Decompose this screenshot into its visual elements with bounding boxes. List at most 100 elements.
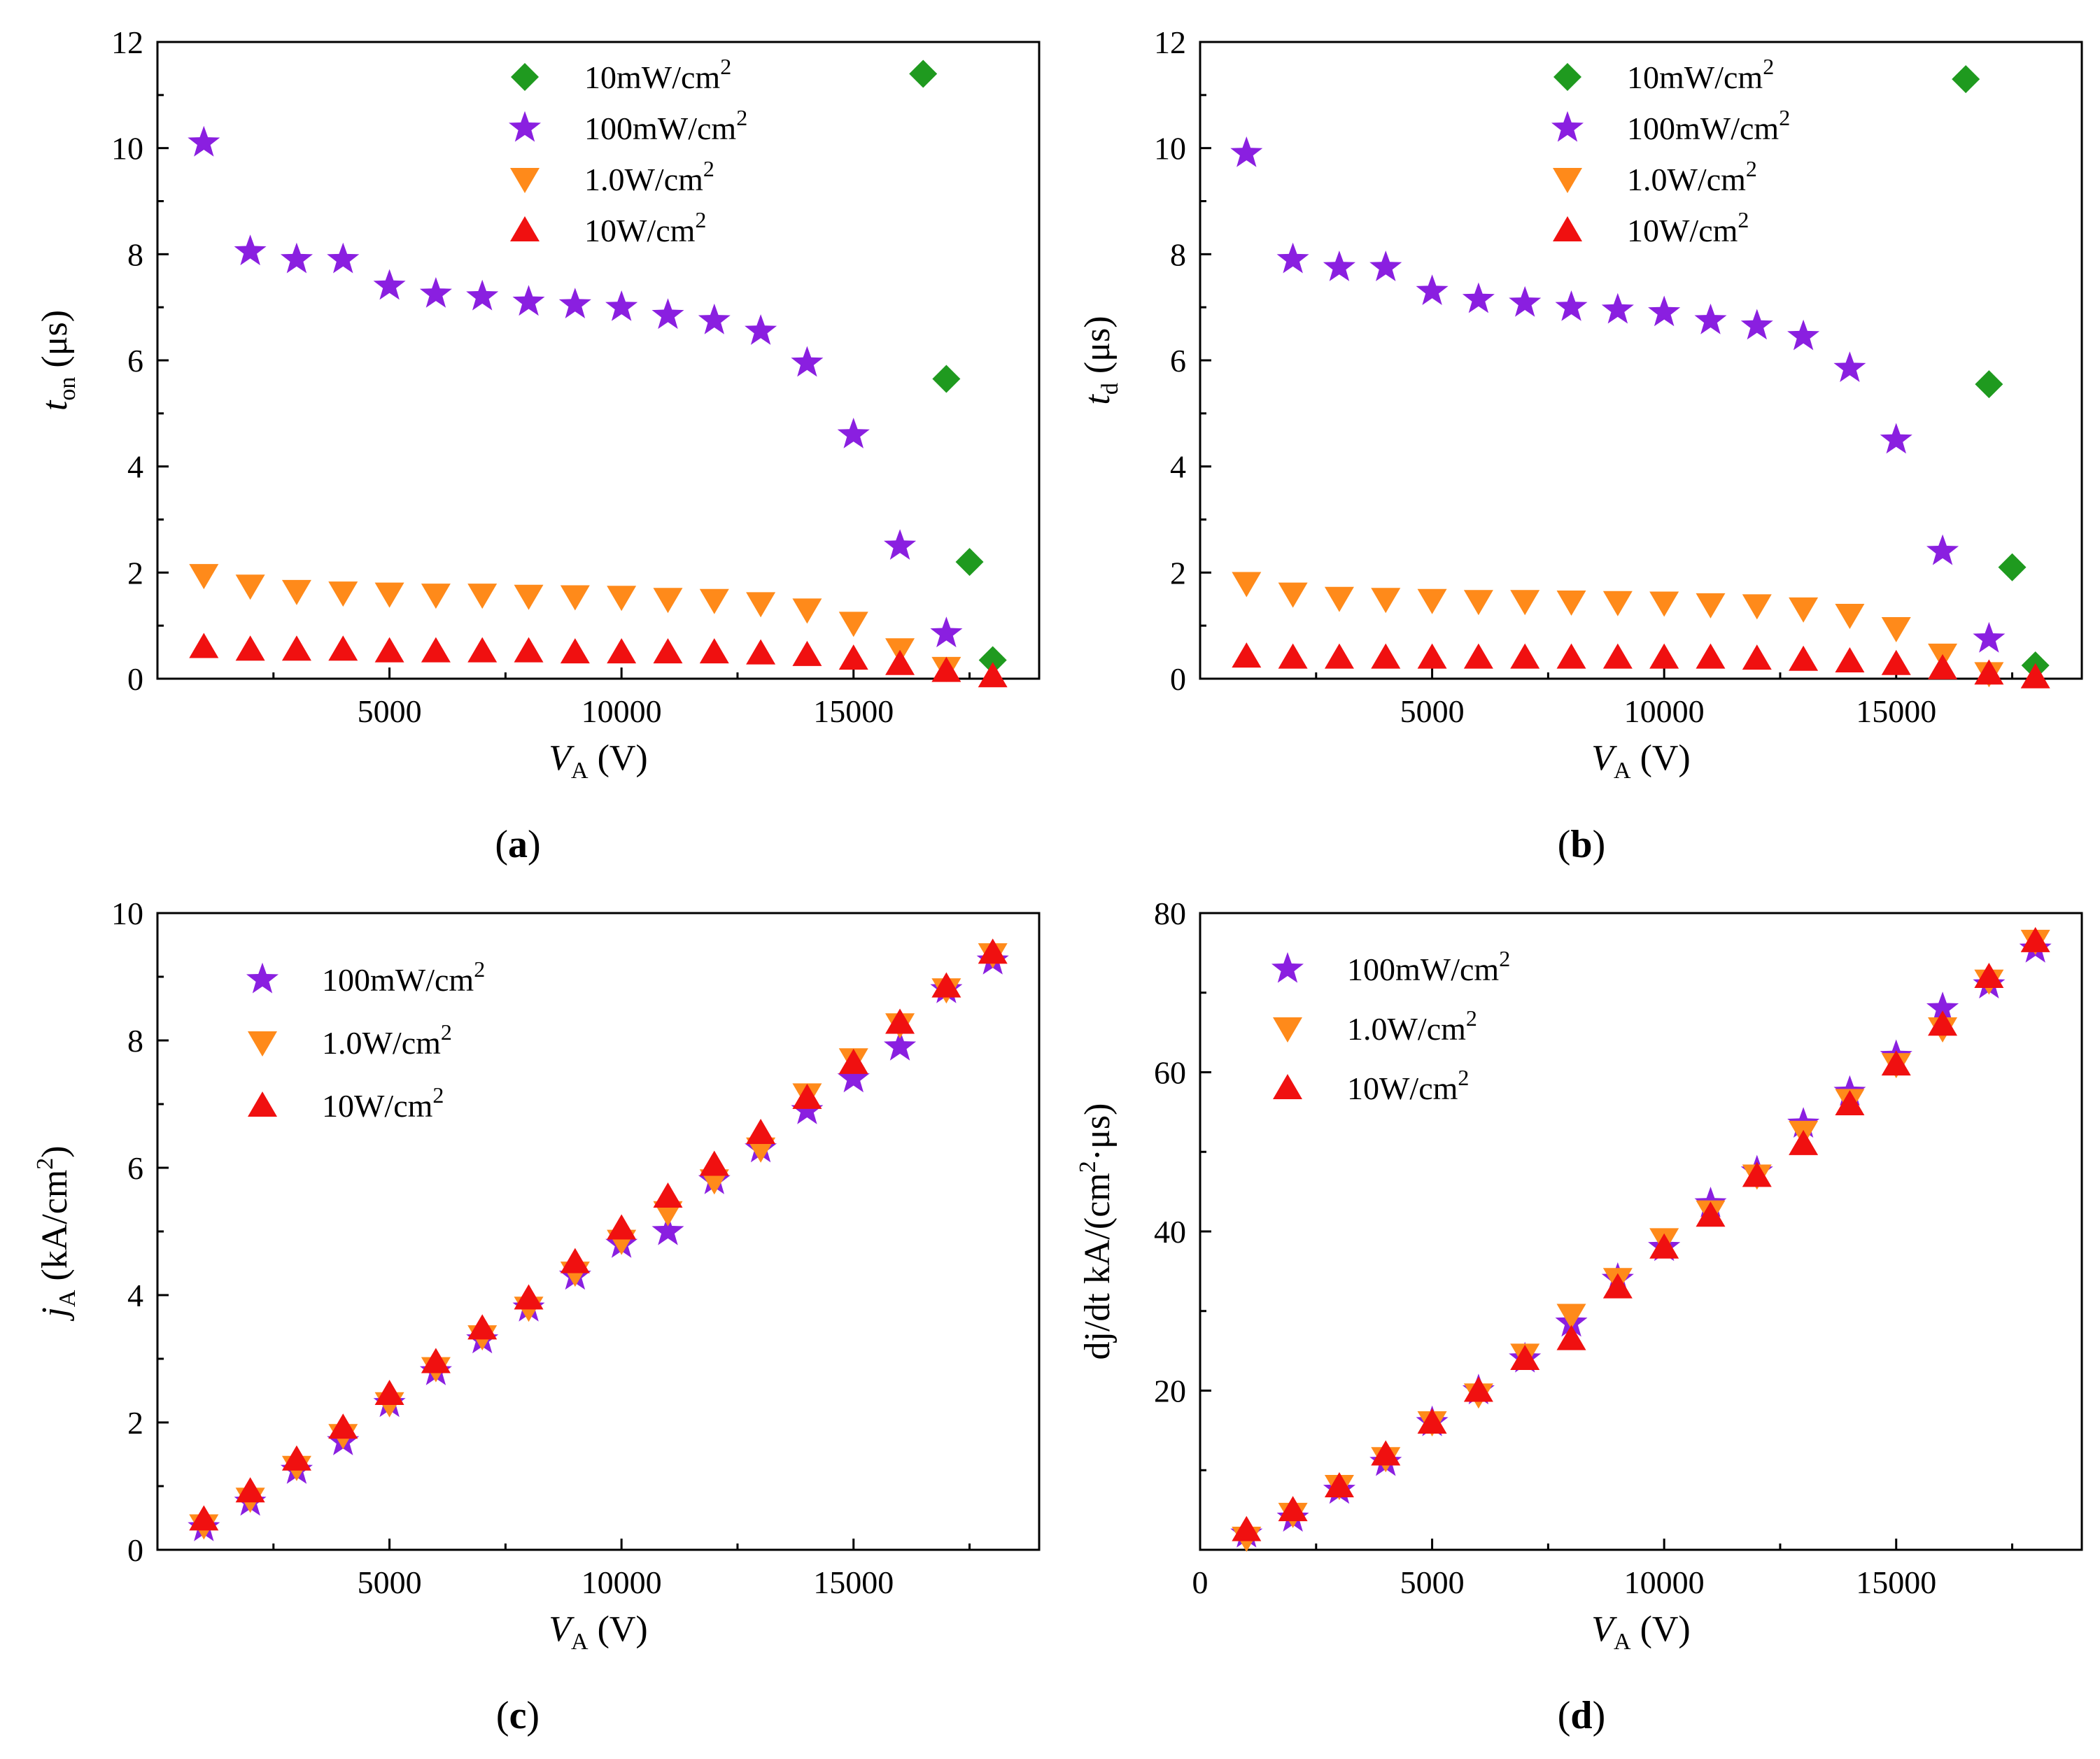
data-point	[189, 564, 219, 590]
data-point	[792, 598, 822, 624]
legend-label: 100mW/cm2	[584, 105, 747, 146]
y-tick-label: 8	[127, 1023, 143, 1059]
data-point	[467, 584, 498, 609]
data-point	[932, 365, 961, 393]
data-point	[1833, 351, 1866, 382]
data-point	[1601, 292, 1634, 324]
x-tick-label: 15000	[1856, 693, 1936, 729]
panel-c: 5000 10000 15000 0 2 4 6 8 10 VA (V) jA (kA/cm2) 10…	[32, 896, 1041, 1737]
data-point	[884, 1029, 917, 1061]
data-point	[1998, 553, 2027, 581]
x-tick-label: 10000	[582, 1564, 662, 1600]
data-point	[1975, 370, 2003, 399]
data-point	[1555, 290, 1588, 321]
panel-label: (d)	[1558, 1694, 1605, 1737]
legend-marker	[246, 962, 279, 994]
series-star	[188, 125, 963, 648]
data-point	[1789, 645, 1819, 671]
data-point	[1371, 1440, 1401, 1466]
data-point	[1232, 572, 1262, 598]
legend: 100mW/cm2 1.0W/cm2 10W/cm2	[246, 956, 485, 1124]
data-point	[1789, 1129, 1819, 1155]
y-tick-label: 40	[1154, 1214, 1186, 1250]
data-point	[1648, 295, 1681, 327]
data-point	[1694, 303, 1727, 334]
x-tick-label: 5000	[1400, 693, 1465, 729]
y-tick-label: 8	[127, 236, 143, 272]
y-tick-label: 12	[1154, 24, 1186, 60]
y-tick-label: 0	[127, 1532, 143, 1568]
data-point	[1278, 643, 1308, 669]
data-point	[1463, 643, 1493, 669]
legend-marker	[509, 111, 541, 142]
data-point	[1556, 1304, 1586, 1329]
data-point	[653, 588, 683, 614]
data-point	[837, 1061, 870, 1093]
legend-marker	[1553, 168, 1582, 193]
data-point	[1835, 647, 1865, 672]
data-point	[1602, 1273, 1633, 1299]
legend-label: 10mW/cm2	[584, 54, 731, 95]
data-point	[1926, 534, 1959, 565]
data-point	[653, 638, 683, 664]
data-point	[1696, 593, 1726, 619]
panel-label: (c)	[496, 1694, 540, 1737]
data-point	[1371, 643, 1401, 669]
x-tick-label: 10000	[1624, 693, 1705, 729]
series-tri-up	[1232, 926, 2050, 1541]
data-point	[1880, 423, 1912, 454]
data-point	[1510, 1345, 1540, 1370]
data-point	[791, 346, 824, 377]
data-point	[1417, 643, 1447, 669]
x-tick-label: 10000	[582, 693, 662, 729]
data-point	[885, 649, 915, 675]
legend: 100mW/cm2 1.0W/cm2 10W/cm2	[1271, 946, 1510, 1106]
data-point	[653, 1182, 683, 1208]
data-point	[1881, 649, 1911, 675]
data-point	[1740, 309, 1773, 340]
y-tick-label: 8	[1170, 236, 1186, 272]
data-point	[1556, 1324, 1586, 1350]
y-axis-title: jA (kA/cm2)	[32, 1145, 80, 1321]
data-point	[1928, 654, 1958, 679]
data-point	[1742, 644, 1772, 670]
data-point	[1742, 594, 1772, 620]
legend-label: 10W/cm2	[322, 1082, 444, 1124]
data-point	[1463, 590, 1493, 616]
data-point	[281, 579, 311, 605]
data-point	[1230, 136, 1263, 167]
y-tick-label: 10	[1154, 131, 1186, 167]
data-point	[421, 637, 451, 663]
y-tick-label: 60	[1154, 1055, 1186, 1091]
data-point	[607, 638, 637, 664]
data-point	[1369, 250, 1402, 281]
data-point	[745, 314, 777, 345]
data-point	[1835, 604, 1865, 629]
data-point	[1928, 1010, 1958, 1036]
panel-label: (a)	[495, 823, 540, 866]
data-point	[2020, 926, 2050, 952]
data-point	[1232, 642, 1262, 668]
data-point	[699, 638, 729, 664]
data-point	[1974, 963, 2004, 988]
data-point	[1835, 1090, 1865, 1115]
y-tick-label: 10	[111, 896, 143, 931]
y-tick-label: 12	[111, 24, 143, 60]
legend-marker	[1273, 1017, 1302, 1043]
data-point	[1416, 274, 1449, 305]
data-point	[374, 582, 404, 608]
data-point	[235, 1477, 265, 1503]
data-point	[467, 637, 498, 663]
y-tick-label: 6	[1170, 343, 1186, 379]
panel-b: 5000 10000 15000 0 2 4 6 8 10 12 VA (V) td (μs) 10mW…	[1078, 24, 2083, 866]
data-point	[512, 285, 545, 316]
legend-marker	[510, 216, 540, 241]
y-tick-label: 0	[1170, 661, 1186, 697]
data-point	[1974, 659, 2004, 685]
data-point	[560, 638, 590, 664]
x-tick-label: 15000	[1856, 1564, 1936, 1600]
data-point	[1417, 588, 1447, 614]
data-point	[189, 633, 219, 658]
data-point	[560, 585, 590, 611]
data-point	[838, 612, 868, 637]
